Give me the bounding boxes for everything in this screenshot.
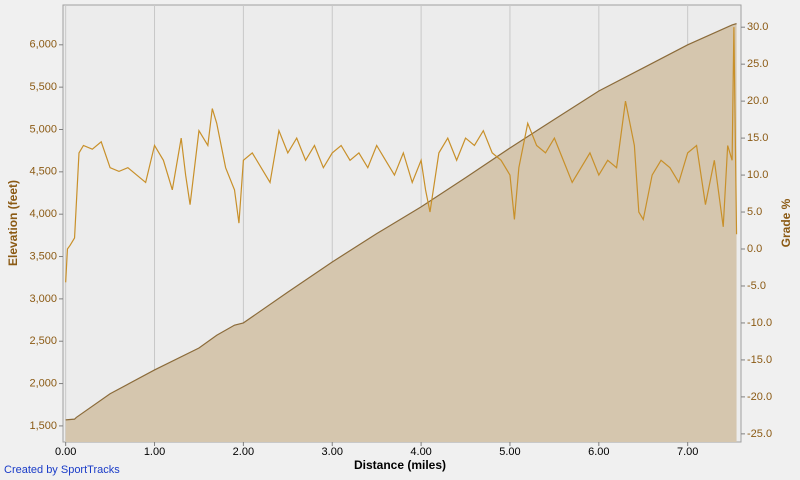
x-tick-label: 2.00 bbox=[233, 446, 254, 458]
y2-tick-label: 30.0 bbox=[747, 21, 768, 33]
y-tick-label: 6,000 bbox=[29, 39, 57, 51]
y-tick-label: 4,000 bbox=[29, 208, 57, 220]
y2-tick-label: -10.0 bbox=[747, 317, 772, 329]
x-tick-label: 0.00 bbox=[55, 446, 76, 458]
elevation-area bbox=[65, 23, 737, 443]
credit-link[interactable]: Created by SportTracks bbox=[4, 464, 120, 476]
y-tick-label: 5,000 bbox=[29, 123, 57, 135]
elevation-line bbox=[65, 23, 737, 421]
y2-tick-label: 10.0 bbox=[747, 169, 768, 181]
y-tick-label: 2,500 bbox=[29, 335, 57, 347]
y2-tick-label: -20.0 bbox=[747, 391, 772, 403]
y2-tick-label: 20.0 bbox=[747, 95, 768, 107]
x-tick-label: 4.00 bbox=[410, 446, 431, 458]
y2-axis-title: Grade % bbox=[779, 198, 793, 247]
y2-tick-label: 15.0 bbox=[747, 132, 768, 144]
y-tick-label: 2,000 bbox=[29, 377, 57, 389]
x-tick-label: 7.00 bbox=[677, 446, 698, 458]
y2-tick-label: -5.0 bbox=[747, 280, 766, 292]
x-tick-label: 5.00 bbox=[499, 446, 520, 458]
x-axis-title: Distance (miles) bbox=[354, 458, 446, 472]
y-axis-title: Elevation (feet) bbox=[6, 180, 20, 266]
y2-tick-label: -15.0 bbox=[747, 354, 772, 366]
y2-tick-label: 25.0 bbox=[747, 58, 768, 70]
x-tick-label: 6.00 bbox=[588, 446, 609, 458]
y-tick-label: 3,500 bbox=[29, 250, 57, 262]
y-tick-label: 1,500 bbox=[29, 420, 57, 432]
y2-tick-label: 5.0 bbox=[747, 206, 762, 218]
grade-line bbox=[65, 27, 738, 283]
y-tick-label: 4,500 bbox=[29, 166, 57, 178]
x-tick-label: 3.00 bbox=[322, 446, 343, 458]
y-tick-label: 5,500 bbox=[29, 81, 57, 93]
x-tick-label: 1.00 bbox=[144, 446, 165, 458]
y2-tick-label: -25.0 bbox=[747, 428, 772, 440]
y2-tick-label: 0.0 bbox=[747, 243, 762, 255]
y-tick-label: 3,000 bbox=[29, 293, 57, 305]
